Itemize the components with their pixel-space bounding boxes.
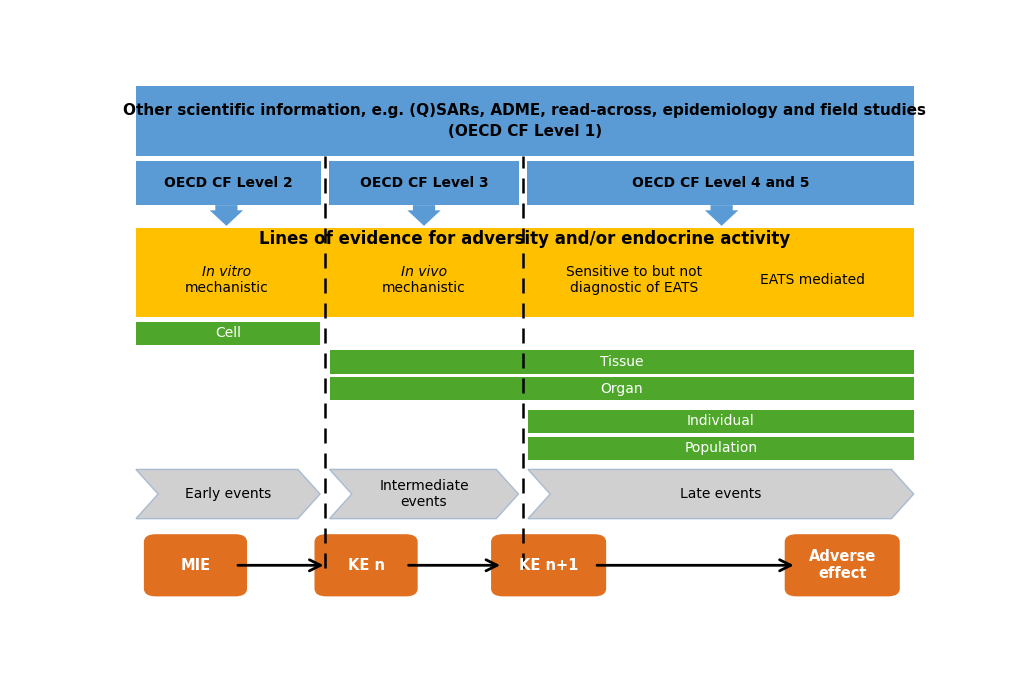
Text: OECD CF Level 3: OECD CF Level 3 bbox=[359, 176, 488, 190]
Polygon shape bbox=[330, 470, 518, 519]
FancyBboxPatch shape bbox=[329, 161, 519, 205]
Text: OECD CF Level 2: OECD CF Level 2 bbox=[164, 176, 293, 190]
Text: Population: Population bbox=[684, 441, 758, 456]
Polygon shape bbox=[136, 470, 321, 519]
Text: Adverse
effect: Adverse effect bbox=[809, 549, 876, 581]
Text: MIE: MIE bbox=[180, 558, 211, 573]
Text: In vitro: In vitro bbox=[202, 265, 251, 279]
FancyBboxPatch shape bbox=[492, 534, 606, 596]
Text: Lines of evidence for adversity and/or endocrine activity: Lines of evidence for adversity and/or e… bbox=[259, 229, 791, 248]
Text: Intermediate
events: Intermediate events bbox=[379, 479, 469, 509]
Text: Late events: Late events bbox=[680, 487, 762, 501]
Text: Cell: Cell bbox=[215, 326, 241, 341]
FancyBboxPatch shape bbox=[528, 410, 913, 433]
Text: KE n: KE n bbox=[347, 558, 385, 573]
Polygon shape bbox=[210, 205, 243, 226]
Polygon shape bbox=[528, 470, 913, 519]
Polygon shape bbox=[408, 205, 440, 226]
FancyBboxPatch shape bbox=[136, 322, 321, 345]
FancyBboxPatch shape bbox=[136, 228, 913, 316]
Text: Tissue: Tissue bbox=[600, 355, 643, 369]
Text: Individual: Individual bbox=[687, 415, 755, 429]
Text: Early events: Early events bbox=[185, 487, 271, 501]
Polygon shape bbox=[705, 205, 738, 226]
FancyBboxPatch shape bbox=[143, 534, 247, 596]
FancyBboxPatch shape bbox=[314, 534, 418, 596]
Text: Other scientific information, e.g. (Q)SARs, ADME, read-across, epidemiology and : Other scientific information, e.g. (Q)SA… bbox=[123, 103, 927, 139]
FancyBboxPatch shape bbox=[330, 377, 913, 400]
FancyBboxPatch shape bbox=[784, 534, 900, 596]
FancyBboxPatch shape bbox=[330, 350, 913, 374]
Text: diagnostic of EATS: diagnostic of EATS bbox=[570, 281, 698, 295]
FancyBboxPatch shape bbox=[528, 437, 913, 460]
Text: Sensitive to but not: Sensitive to but not bbox=[566, 265, 702, 279]
Text: OECD CF Level 4 and 5: OECD CF Level 4 and 5 bbox=[632, 176, 809, 190]
Text: mechanistic: mechanistic bbox=[184, 281, 268, 295]
Text: EATS mediated: EATS mediated bbox=[760, 273, 864, 287]
Text: KE n+1: KE n+1 bbox=[519, 558, 579, 573]
FancyBboxPatch shape bbox=[136, 161, 321, 205]
FancyBboxPatch shape bbox=[527, 161, 913, 205]
Text: mechanistic: mechanistic bbox=[382, 281, 466, 295]
Text: In vivo: In vivo bbox=[401, 265, 447, 279]
FancyBboxPatch shape bbox=[136, 86, 913, 156]
Text: Organ: Organ bbox=[600, 382, 643, 396]
